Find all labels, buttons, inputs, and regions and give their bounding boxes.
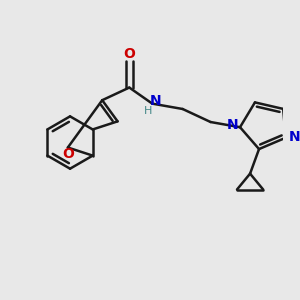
- Text: N: N: [149, 94, 161, 108]
- Text: N: N: [288, 130, 300, 144]
- Text: O: O: [123, 47, 135, 61]
- Text: N: N: [227, 118, 239, 132]
- Text: O: O: [62, 147, 74, 161]
- Text: H: H: [144, 106, 153, 116]
